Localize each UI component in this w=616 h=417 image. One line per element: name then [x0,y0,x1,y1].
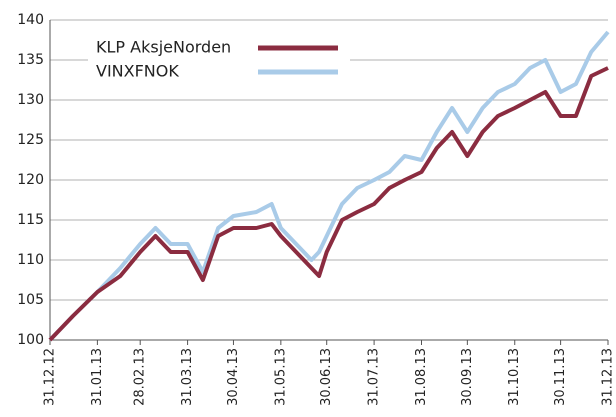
legend [88,30,350,92]
x-tick-label: 31.03.13 [180,348,195,406]
x-tick-label: 31.08.13 [414,348,429,406]
line [48,30,610,342]
y-tick-label: 120 [17,172,44,188]
x-tick-label: 30.09.13 [460,348,475,406]
x-tick-label: 30.11.13 [553,348,568,406]
y-tick-label: 130 [17,92,44,108]
x-tick-label: 30.04.13 [226,348,241,406]
y-tick-label: 115 [17,212,44,228]
x-tick-label: 31.10.13 [507,348,522,406]
x-tick-label: 31.01.13 [90,348,105,406]
y-tick-label: 140 [17,12,44,28]
x-tick-label: 31.12.13 [601,348,616,406]
x-tick-label: 30.06.13 [319,348,334,406]
legend-label: VINXFNOK [96,62,179,81]
x-tick-label: 31.12.12 [43,348,58,406]
x-tick-label: 31.05.13 [273,348,288,406]
y-tick-label: 105 [17,292,44,308]
y-tick-label: 100 [17,332,44,348]
x-tick-label: 28.02.13 [133,348,148,406]
legend-label: KLP AksjeNorden [96,38,231,57]
y-tick-label: 135 [17,52,44,68]
y-tick-label: 110 [17,252,44,268]
y-tick-label: 125 [17,132,44,148]
x-tick-label: 31.07.13 [367,348,382,406]
line [48,66,609,342]
